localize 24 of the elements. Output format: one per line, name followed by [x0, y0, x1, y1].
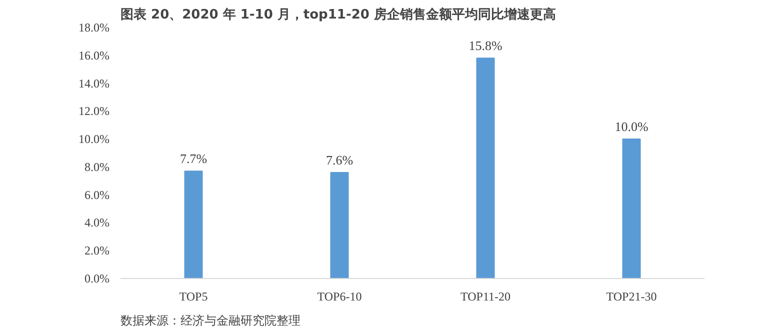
y-tick-label: 12.0% [78, 104, 110, 118]
y-tick-label: 10.0% [78, 132, 110, 146]
y-tick-label: 8.0% [84, 160, 110, 174]
source-note: 数据来源：经济与金融研究院整理 [120, 314, 300, 328]
x-tick-label: TOP21-30 [606, 290, 657, 304]
y-tick-label: 16.0% [78, 48, 110, 62]
data-label: 10.0% [614, 119, 648, 134]
data-label: 7.7% [180, 151, 208, 166]
data-label: 15.8% [468, 38, 502, 54]
chart-title: 图表 20、2020 年 1-10 月，top11-20 房企销售金额平均同比增速更高 [120, 6, 556, 22]
x-tick-label: TOP11-20 [460, 290, 511, 304]
x-tick-label: TOP5 [179, 290, 208, 304]
bar [184, 170, 203, 278]
y-tick-label: 18.0% [78, 20, 110, 34]
y-tick-label: 6.0% [84, 188, 110, 202]
data-label: 7.6% [326, 152, 354, 168]
bar [476, 58, 495, 278]
bar [330, 172, 349, 278]
y-tick-label: 4.0% [84, 216, 110, 230]
y-tick-label: 2.0% [84, 244, 110, 258]
y-tick-label: 0.0% [84, 272, 110, 286]
x-tick-label: TOP6-10 [317, 290, 362, 304]
bar [622, 138, 641, 278]
y-tick-label: 14.0% [78, 76, 110, 90]
